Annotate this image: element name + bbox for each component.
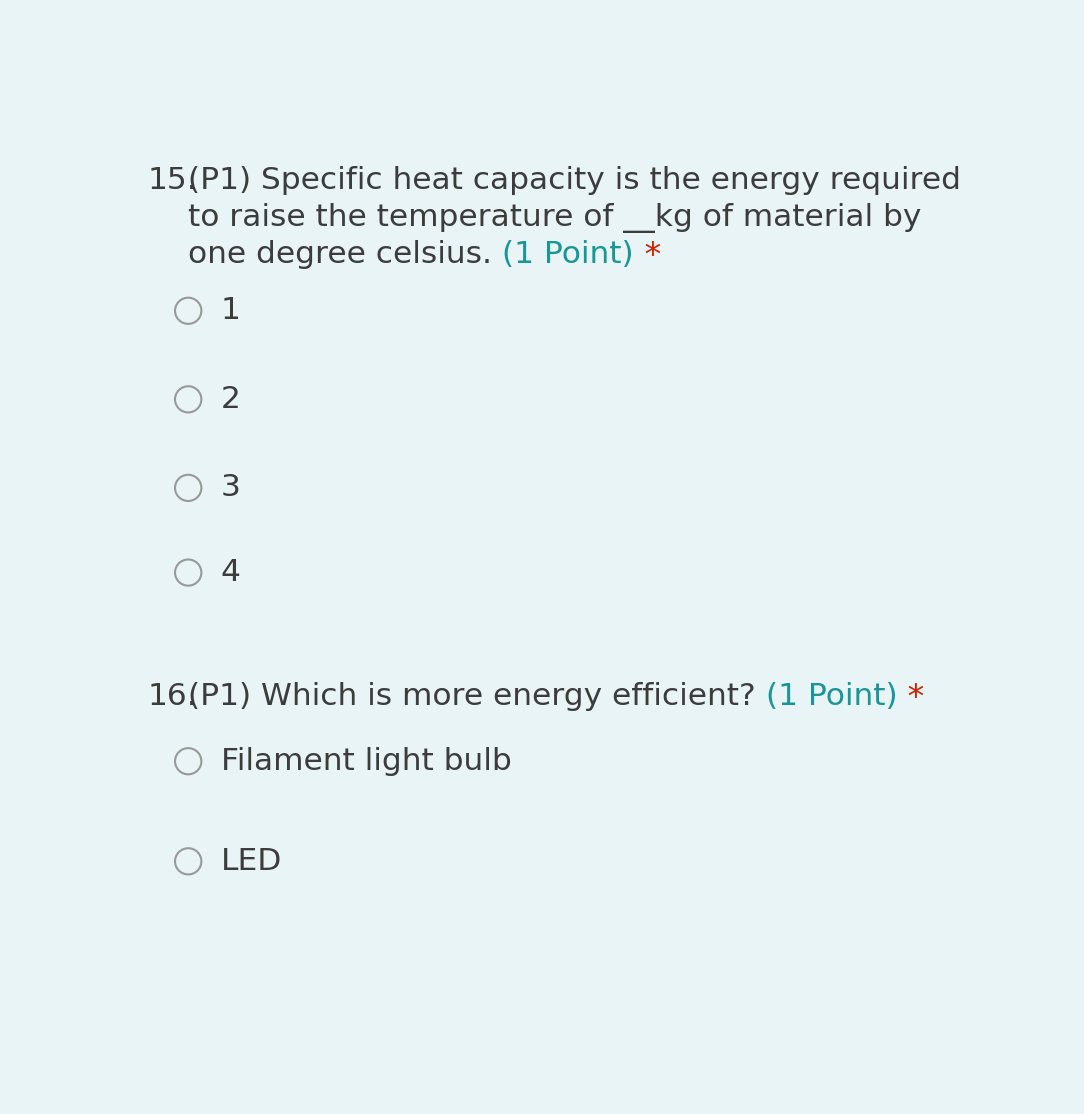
Circle shape — [175, 387, 202, 412]
Text: (1 Point): (1 Point) — [765, 682, 898, 711]
Circle shape — [175, 848, 202, 874]
Text: 16.: 16. — [147, 682, 197, 711]
Circle shape — [175, 559, 202, 586]
Text: Filament light bulb: Filament light bulb — [221, 746, 512, 775]
Text: to raise the temperature of __kg of material by: to raise the temperature of __kg of mate… — [189, 203, 921, 233]
Text: (P1) Specific heat capacity is the energy required: (P1) Specific heat capacity is the energ… — [189, 166, 962, 195]
Text: 15.: 15. — [147, 166, 197, 195]
Text: 4: 4 — [221, 558, 241, 587]
Text: 1: 1 — [221, 296, 241, 325]
Circle shape — [175, 297, 202, 324]
Text: *: * — [898, 682, 925, 715]
Text: *: * — [634, 240, 661, 273]
Text: (P1) Which is more energy efficient?: (P1) Which is more energy efficient? — [189, 682, 765, 711]
Circle shape — [175, 475, 202, 501]
Text: 2: 2 — [221, 384, 241, 413]
Text: 3: 3 — [221, 473, 241, 502]
Text: (1 Point): (1 Point) — [502, 240, 634, 268]
Text: one degree celsius.: one degree celsius. — [189, 240, 502, 268]
Circle shape — [175, 749, 202, 774]
Text: LED: LED — [221, 847, 282, 876]
